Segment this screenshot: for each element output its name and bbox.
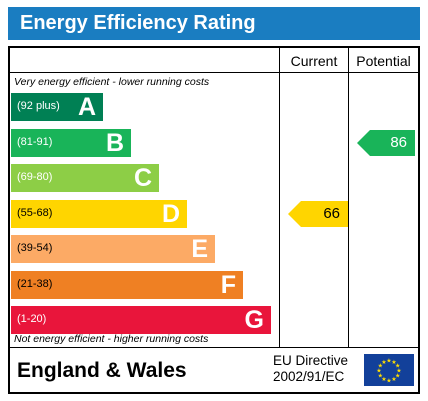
current-rating-value: 66 — [323, 204, 340, 222]
band-letter: G — [244, 306, 264, 334]
directive-line-1: EU Directive — [273, 353, 349, 368]
band-range: (21-38) — [17, 277, 53, 290]
svg-text:★: ★ — [378, 373, 383, 380]
potential-rating-value: 86 — [390, 133, 407, 151]
band-range: (39-54) — [17, 242, 53, 254]
band-letter: E — [191, 235, 208, 263]
svg-text:★: ★ — [386, 358, 391, 365]
band-range: (81-91) — [17, 135, 53, 148]
band-f: (21-38) F — [11, 270, 243, 299]
band-d: (55-68) D — [11, 199, 187, 228]
band-g: (1-20) G — [11, 306, 271, 334]
top-note: Very energy efficient - lower running co… — [14, 76, 210, 88]
band-letter: C — [133, 164, 152, 192]
svg-text:★: ★ — [395, 363, 400, 370]
eu-directive: EU Directive 2002/91/EC — [273, 353, 348, 385]
svg-text:★: ★ — [396, 368, 401, 375]
band-range: (1-20) — [17, 313, 47, 325]
bottom-note: Not energy efficient - higher running co… — [14, 333, 209, 345]
band-range: (55-68) — [17, 206, 53, 219]
divider-current — [279, 48, 280, 347]
svg-text:★: ★ — [395, 373, 400, 380]
svg-text:★: ★ — [378, 363, 383, 370]
page-title: Energy Efficiency Rating — [20, 12, 256, 34]
potential-rating-arrow: 86 — [357, 129, 415, 156]
band-a: (92 plus) A — [11, 93, 103, 121]
band-letter: B — [105, 128, 124, 157]
band-c: (69-80) C — [11, 164, 159, 192]
band-range: (92 plus) — [17, 100, 60, 112]
column-header-potential: Potential — [356, 53, 411, 69]
eu-flag-icon: ★ ★ ★ ★ ★ ★ ★ ★ ★ ★ ★ ★ — [364, 354, 414, 386]
svg-text:★: ★ — [391, 376, 396, 383]
region-label: England & Wales — [17, 359, 187, 382]
divider-potential — [348, 48, 349, 347]
band-letter: A — [77, 93, 96, 121]
band-b: (81-91) B — [11, 128, 131, 157]
svg-text:★: ★ — [386, 378, 391, 385]
band-range: (69-80) — [17, 171, 53, 183]
column-header-current: Current — [290, 53, 338, 69]
band-e: (39-54) E — [11, 235, 215, 263]
svg-text:★: ★ — [381, 359, 386, 366]
svg-text:★: ★ — [381, 376, 386, 383]
svg-text:★: ★ — [376, 368, 381, 375]
header-divider — [10, 72, 418, 73]
band-letter: F — [220, 270, 236, 299]
current-rating-arrow: 66 — [288, 200, 348, 227]
header-bar: Energy Efficiency Rating — [8, 7, 420, 40]
rating-table: Current Potential Very energy efficient … — [8, 46, 420, 394]
band-letter: D — [161, 199, 180, 228]
directive-line-2: 2002/91/EC — [273, 369, 345, 384]
svg-text:★: ★ — [391, 359, 396, 366]
footer-divider — [10, 347, 418, 348]
